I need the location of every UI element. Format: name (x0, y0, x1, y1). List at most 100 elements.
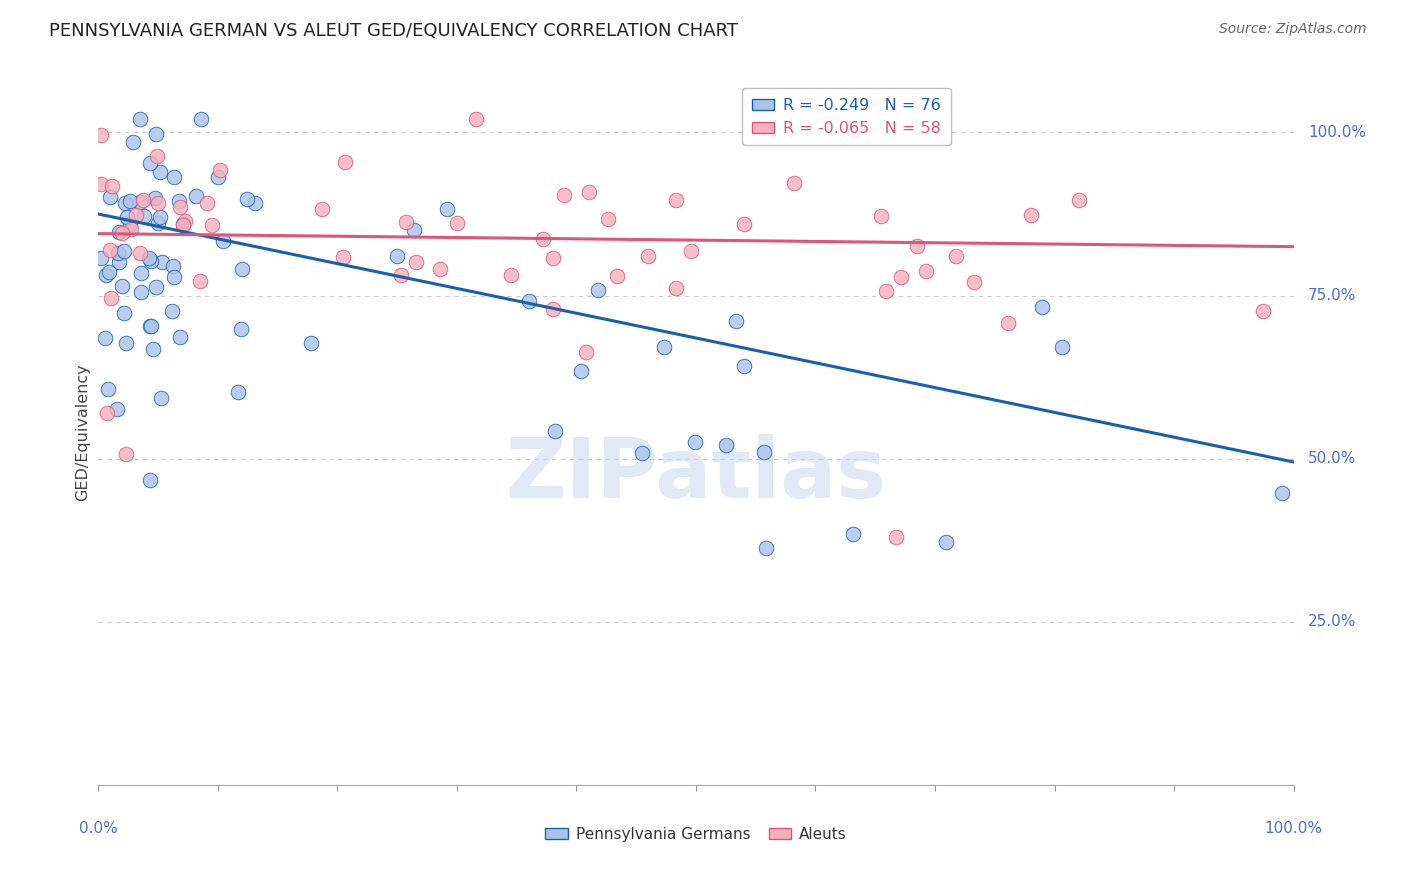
Point (725, 314, 748, 328)
Point (716, 438, 738, 452)
Point (195, 196, 218, 211)
Point (115, 335, 138, 350)
Point (111, 279, 134, 293)
Point (665, 281, 688, 295)
Point (139, 319, 162, 334)
Point (190, 112, 212, 127)
Point (146, 149, 169, 163)
Point (98, 243, 121, 257)
Point (172, 217, 194, 231)
Point (683, 435, 706, 450)
Point (142, 343, 165, 357)
Point (429, 262, 451, 277)
Point (145, 128, 167, 142)
Point (231, 262, 253, 277)
Point (112, 306, 135, 320)
Point (733, 218, 755, 232)
Point (115, 447, 138, 461)
Point (96, 406, 118, 420)
Point (541, 301, 564, 316)
Point (98, 190, 121, 204)
Point (405, 254, 427, 268)
Point (129, 266, 152, 280)
Point (575, 345, 598, 359)
Point (90, 177, 112, 191)
Text: 50.0%: 50.0% (1308, 451, 1357, 467)
Point (333, 154, 356, 169)
Point (586, 283, 609, 297)
Point (120, 217, 142, 231)
Point (122, 135, 145, 149)
Point (100, 291, 122, 305)
Point (201, 218, 224, 232)
Point (875, 284, 897, 298)
Point (637, 249, 659, 263)
Point (114, 196, 136, 211)
Point (752, 445, 775, 459)
Point (1021, 208, 1043, 222)
Point (395, 215, 418, 229)
Point (654, 340, 676, 354)
Point (184, 189, 207, 203)
Point (782, 176, 804, 190)
Point (499, 268, 522, 282)
Point (90, 252, 112, 266)
Point (311, 202, 333, 217)
Point (145, 191, 167, 205)
Point (1251, 303, 1274, 318)
Point (169, 200, 191, 214)
Point (149, 210, 172, 224)
Point (1067, 193, 1090, 207)
Point (162, 169, 184, 184)
Point (90, 128, 112, 142)
Point (169, 330, 191, 344)
Point (389, 268, 412, 282)
Point (517, 293, 540, 308)
Point (167, 194, 190, 209)
Point (997, 316, 1019, 330)
Point (905, 238, 928, 252)
Point (129, 246, 152, 260)
Point (118, 194, 141, 208)
Point (208, 163, 231, 178)
Text: 75.0%: 75.0% (1308, 288, 1357, 303)
Point (236, 192, 259, 206)
Point (385, 249, 408, 263)
Point (125, 208, 148, 222)
Point (105, 401, 128, 416)
Point (243, 195, 266, 210)
Point (465, 112, 488, 127)
Point (108, 255, 131, 269)
Legend: Pennsylvania Germans, Aleuts: Pennsylvania Germans, Aleuts (538, 821, 853, 847)
Point (101, 179, 124, 194)
Point (108, 225, 131, 239)
Point (212, 234, 235, 248)
Point (150, 392, 173, 406)
Point (553, 187, 575, 202)
Point (531, 231, 554, 245)
Point (129, 195, 152, 210)
Point (606, 268, 628, 283)
Point (138, 473, 160, 487)
Point (733, 359, 755, 373)
Point (1271, 486, 1294, 500)
Point (132, 209, 155, 223)
Point (963, 275, 986, 289)
Point (436, 202, 458, 216)
Point (665, 193, 688, 207)
Point (188, 274, 211, 288)
Point (163, 269, 186, 284)
Point (97, 382, 120, 396)
Point (226, 384, 249, 399)
Point (884, 530, 907, 544)
Text: Source: ZipAtlas.com: Source: ZipAtlas.com (1219, 22, 1367, 37)
Point (229, 322, 252, 336)
Point (841, 123, 863, 137)
Point (945, 249, 967, 263)
Text: 100.0%: 100.0% (1308, 125, 1365, 140)
Point (207, 170, 229, 185)
Point (596, 212, 619, 227)
Point (755, 541, 778, 555)
Point (544, 425, 567, 439)
Point (541, 251, 564, 265)
